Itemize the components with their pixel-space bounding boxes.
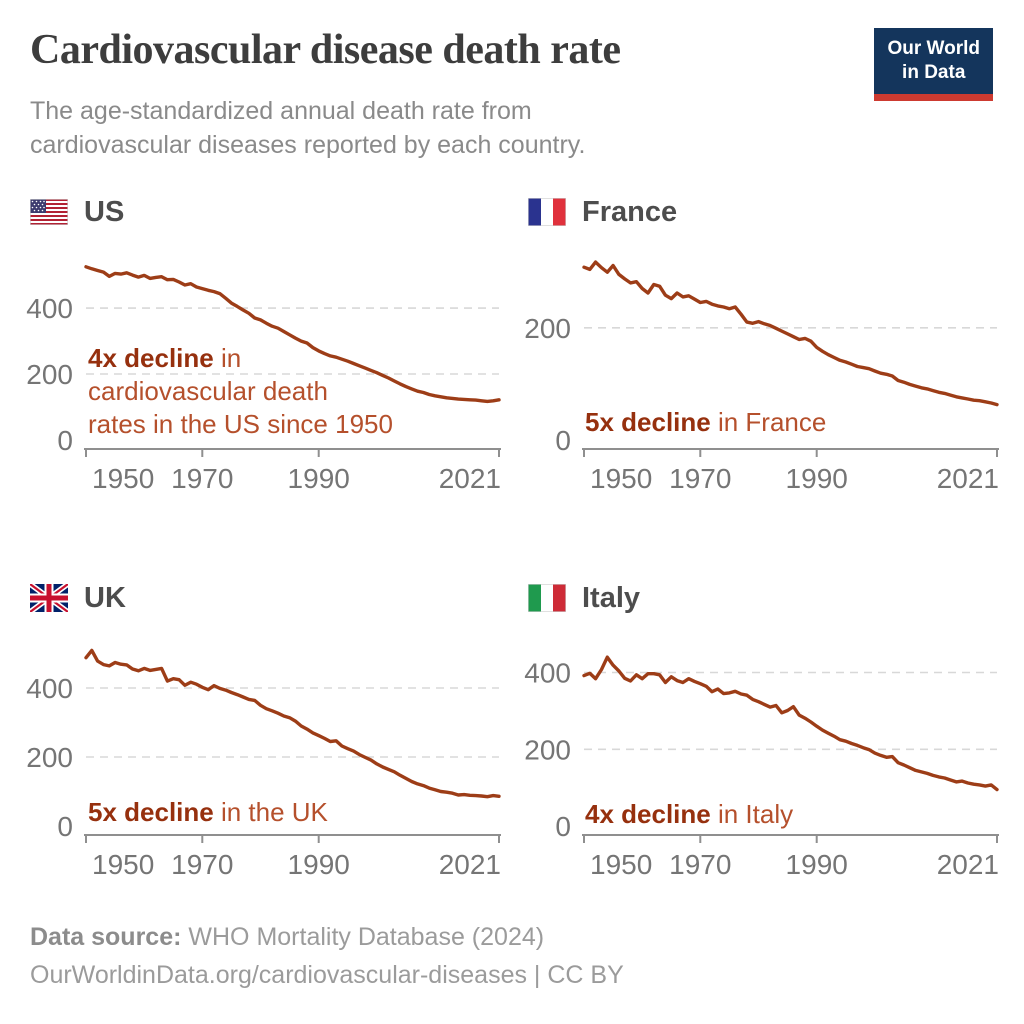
- svg-text:0: 0: [57, 425, 73, 456]
- svg-text:1950: 1950: [92, 463, 154, 494]
- line-chart-uk: 0 200 400 1950 1970 1990 2021: [26, 648, 501, 880]
- annotation-italy: 4x decline in Italy: [585, 798, 793, 831]
- chart-panel-italy: Italy 0 200 400 1950 1970 1990 2021 4x decline…: [518, 580, 1008, 950]
- svg-text:200: 200: [26, 359, 73, 390]
- footer-source-label: Data source:: [30, 923, 182, 951]
- svg-text:1990: 1990: [786, 849, 848, 880]
- country-label-italy: Italy: [582, 581, 641, 614]
- owid-logo-line1: Our World: [887, 38, 980, 59]
- annotation-us-line1: in: [213, 343, 242, 373]
- footer: Data source: WHO Mortality Database (202…: [30, 918, 624, 994]
- svg-text:1970: 1970: [171, 849, 233, 880]
- footer-source-value: WHO Mortality Database (2024): [181, 923, 545, 951]
- annotation-uk-rest: in the UK: [213, 797, 328, 827]
- annotation-italy-rest: in Italy: [710, 799, 794, 829]
- country-label-us: US: [84, 195, 125, 228]
- line-chart-italy: 0 200 400 1950 1970 1990 2021: [524, 655, 999, 880]
- svg-text:2021: 2021: [937, 849, 999, 880]
- svg-text:1970: 1970: [669, 463, 731, 494]
- annotation-us-line2: cardiovascular death: [88, 376, 328, 406]
- svg-text:1990: 1990: [786, 463, 848, 494]
- svg-text:1950: 1950: [92, 849, 154, 880]
- panel-header-uk: UK: [20, 580, 510, 616]
- line-chart-france: 0 200 1950 1970 1990 2021: [524, 260, 999, 494]
- svg-text:200: 200: [26, 742, 73, 773]
- svg-text:1950: 1950: [590, 463, 652, 494]
- svg-text:0: 0: [555, 425, 571, 456]
- annotation-us-line3: rates in the US since 1950: [88, 409, 393, 439]
- chart-panel-us: US 0 200 400 1950 1970 1990 2021 4x decline in…: [20, 194, 510, 564]
- annotation-france: 5x decline in France: [585, 406, 826, 439]
- svg-text:2021: 2021: [439, 849, 501, 880]
- annotation-uk-bold: 5x decline: [88, 797, 214, 827]
- footer-source-line: Data source: WHO Mortality Database (202…: [30, 918, 624, 956]
- owid-logo-line2: in Data: [902, 62, 966, 83]
- svg-text:400: 400: [26, 673, 73, 704]
- country-label-uk: UK: [84, 581, 126, 614]
- svg-text:1990: 1990: [288, 849, 350, 880]
- annotation-france-bold: 5x decline: [585, 407, 711, 437]
- page-title: Cardiovascular disease death rate: [30, 27, 621, 73]
- svg-text:0: 0: [555, 811, 571, 842]
- annotation-italy-bold: 4x decline: [585, 799, 711, 829]
- line-chart-us: 0 200 400 1950 1970 1990 2021: [26, 265, 501, 494]
- svg-text:1950: 1950: [590, 849, 652, 880]
- svg-text:200: 200: [524, 313, 571, 344]
- svg-text:400: 400: [524, 658, 571, 689]
- france-flag-icon: [528, 198, 566, 226]
- owid-logo: Our World in Data: [874, 28, 993, 101]
- svg-text:400: 400: [26, 293, 73, 324]
- svg-text:1970: 1970: [171, 463, 233, 494]
- svg-text:200: 200: [524, 734, 571, 765]
- svg-text:2021: 2021: [937, 463, 999, 494]
- page-subtitle: The age-standardized annual death rate f…: [30, 97, 586, 159]
- country-label-france: France: [582, 195, 678, 228]
- footer-link-line: OurWorldinData.org/cardiovascular-diseas…: [30, 961, 624, 989]
- uk-flag-icon: [30, 584, 68, 612]
- chart-panel-uk: UK 0 200 400 1950 1970 1990 2021 5x decline in…: [20, 580, 510, 950]
- us-flag-icon: [30, 199, 68, 225]
- svg-text:1970: 1970: [669, 849, 731, 880]
- panel-header-italy: Italy: [518, 580, 1008, 616]
- svg-text:0: 0: [57, 811, 73, 842]
- annotation-us-bold: 4x decline: [88, 343, 214, 373]
- chart-panel-france: France 0 200 1950 1970 1990 2021 5x decline i…: [518, 194, 1008, 564]
- svg-text:1990: 1990: [288, 463, 350, 494]
- svg-text:2021: 2021: [439, 463, 501, 494]
- annotation-us: 4x decline in cardiovascular death rates…: [88, 342, 393, 441]
- panel-header-france: France: [518, 194, 1008, 230]
- annotation-uk: 5x decline in the UK: [88, 796, 328, 829]
- annotation-france-rest: in France: [710, 407, 827, 437]
- panel-header-us: US: [20, 194, 510, 230]
- italy-flag-icon: [528, 584, 566, 612]
